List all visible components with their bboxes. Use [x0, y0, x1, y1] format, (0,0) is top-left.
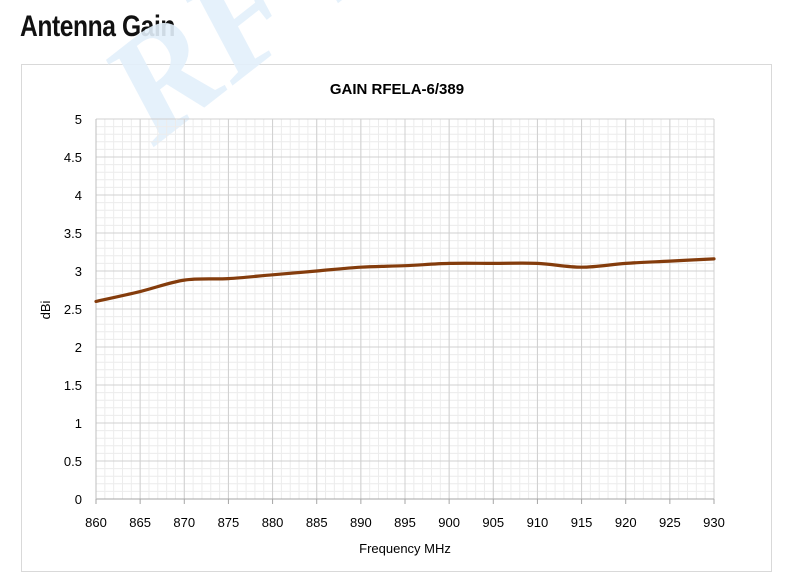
gain-data-point [669, 260, 671, 262]
gain-data-point [183, 279, 186, 281]
gain-data-point [271, 274, 274, 276]
gain-data-point [713, 258, 715, 260]
gain-data-point [315, 270, 318, 272]
gain-data-point [360, 266, 362, 269]
y-tick-label: 2 [75, 340, 82, 355]
y-tick-label: 1 [75, 416, 82, 431]
x-tick-label: 915 [571, 515, 593, 530]
x-tick-label: 900 [438, 515, 460, 530]
y-tick-label: 4.5 [64, 150, 82, 165]
y-tick-labels: 0 0.5 1 1.5 2 2.5 3 3.5 4 4.5 5 [64, 112, 82, 507]
y-tick-label: 3 [75, 264, 82, 279]
x-tick-label: 925 [659, 515, 681, 530]
x-axis-label: Frequency MHz [359, 541, 451, 556]
gain-data-point [492, 262, 495, 265]
x-tick-label: 920 [615, 515, 637, 530]
y-tick-label: 5 [75, 112, 82, 127]
y-tick-label: 1.5 [64, 378, 82, 393]
gain-data-point [95, 300, 97, 303]
y-axis-label: dBi [38, 300, 53, 319]
x-tick-label: 905 [482, 515, 504, 530]
x-tick-label: 895 [394, 515, 416, 530]
x-tick-label: 880 [262, 515, 284, 530]
x-tick-label: 910 [527, 515, 549, 530]
x-tick-label: 930 [703, 515, 725, 530]
x-tick-label: 890 [350, 515, 372, 530]
x-tick-label: 885 [306, 515, 328, 530]
gain-data-point [580, 266, 583, 269]
x-tick-label: 860 [85, 515, 107, 530]
gain-data-point [139, 290, 141, 293]
chart-title: GAIN RFELA-6/389 [330, 81, 464, 98]
x-tick-label: 875 [218, 515, 240, 530]
y-tick-label: 3.5 [64, 226, 82, 241]
y-tick-label: 0.5 [64, 454, 82, 469]
major-grid [95, 118, 715, 500]
page-heading: Antenna Gain [20, 10, 175, 43]
x-tick-label: 870 [173, 515, 195, 530]
y-tick-label: 0 [75, 492, 82, 507]
gain-data-point [448, 262, 450, 265]
gain-data-point [536, 262, 539, 265]
series-layer [94, 257, 716, 303]
y-tick-label: 2.5 [64, 302, 82, 317]
gain-data-point [404, 264, 406, 267]
gain-data-point [624, 262, 627, 265]
y-tick-label: 4 [75, 188, 82, 203]
axes [95, 119, 715, 504]
gain-data-point [227, 277, 230, 280]
x-tick-labels: 860 865 870 875 880 885 890 895 900 905 910 915 920 9… [85, 515, 725, 530]
x-tick-label: 865 [129, 515, 151, 530]
